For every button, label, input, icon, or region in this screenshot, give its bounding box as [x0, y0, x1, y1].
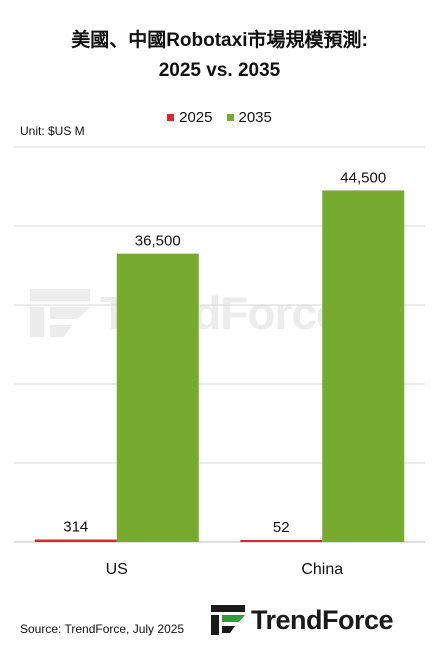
legend-swatch-2025 [167, 114, 175, 121]
bar-us-2035 [116, 253, 199, 542]
unit-label: Unit: $US M [20, 124, 85, 138]
trendforce-logo: TrendForce [211, 603, 394, 637]
chart-title-line1: 美國、中國Robotaxi市場規模預測: [71, 30, 368, 51]
x-tick-label-us: US [106, 561, 128, 578]
legend: 2025 2035 [0, 109, 439, 126]
trendforce-logo-icon [211, 605, 245, 635]
legend-label-2025: 2025 [179, 109, 213, 126]
chart-title-line2: 2025 vs. 2035 [158, 60, 281, 81]
legend-item-2035: 2035 [226, 109, 272, 126]
data-label-china-2035: 44,500 [340, 169, 386, 186]
bar-china-2035 [322, 190, 405, 542]
data-label-china-2025: 52 [273, 519, 290, 536]
chart-title: 美國、中國Robotaxi市場規模預測: 2025 vs. 2035 [0, 26, 439, 86]
bar-china-2025 [240, 540, 323, 542]
legend-swatch-2035 [226, 114, 234, 121]
data-label-us-2035: 36,500 [135, 233, 181, 250]
data-label-us-2025: 314 [63, 519, 88, 536]
source-note: Source: TrendForce, July 2025 [20, 622, 185, 636]
legend-label-2035: 2035 [238, 109, 272, 126]
logo-text: TrendForce [251, 604, 394, 635]
legend-item-2025: 2025 [167, 109, 213, 126]
bar-us-2025 [34, 539, 117, 542]
x-tick-label-china: China [301, 561, 343, 578]
